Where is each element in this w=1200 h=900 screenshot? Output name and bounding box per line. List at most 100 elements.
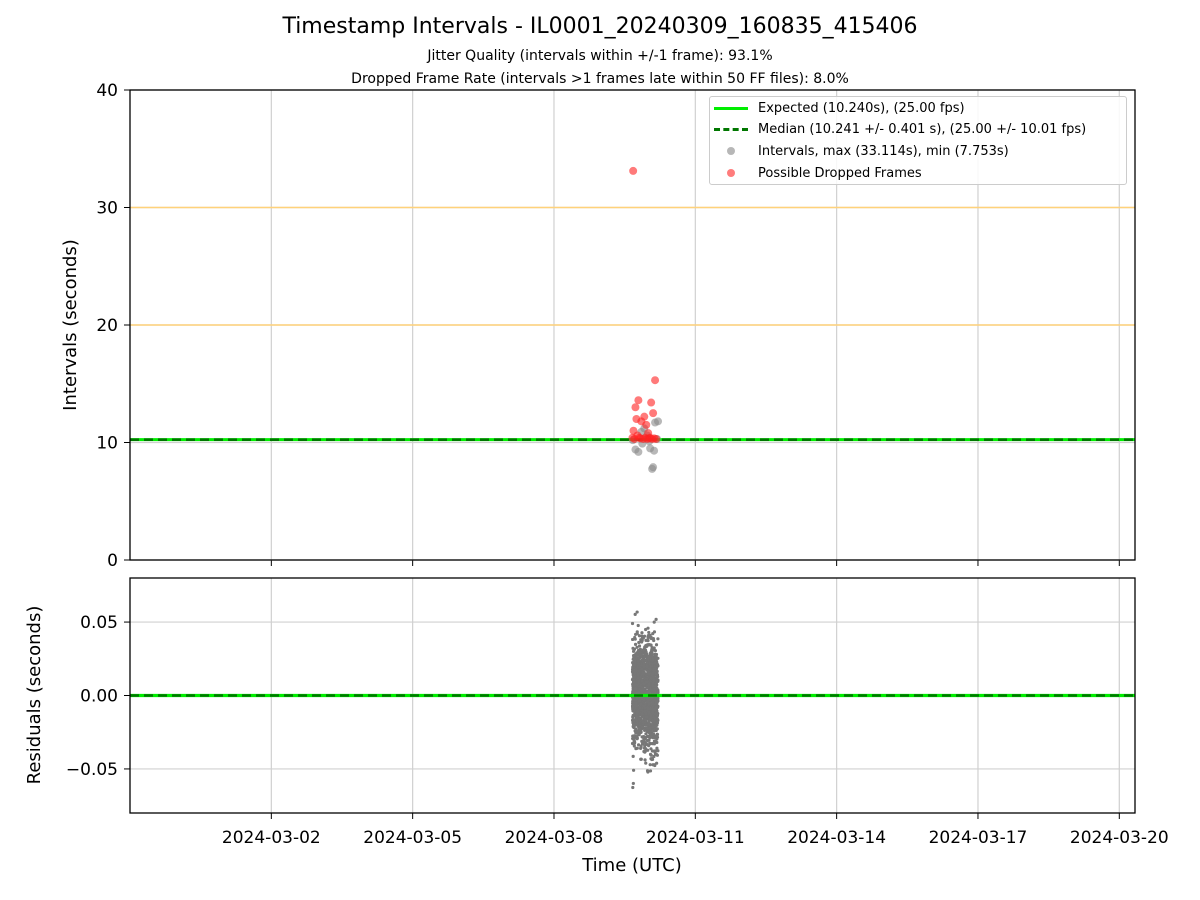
residual-point bbox=[631, 785, 635, 790]
intervals-y-axis-label: Intervals (seconds) bbox=[60, 239, 81, 411]
residual-point bbox=[631, 742, 635, 746]
residual-point bbox=[637, 690, 641, 694]
legend-label-expected: Expected (10.240s), (25.00 fps) bbox=[758, 100, 965, 116]
residual-point bbox=[652, 669, 656, 673]
residual-point bbox=[638, 653, 643, 657]
residual-point bbox=[631, 646, 635, 650]
residual-point bbox=[633, 637, 637, 641]
residual-point bbox=[646, 654, 651, 658]
residual-point bbox=[639, 744, 643, 748]
residual-point bbox=[636, 651, 640, 655]
residual-point bbox=[637, 656, 642, 660]
y-tick-label-bottom: −0.05 bbox=[66, 760, 118, 780]
intervals-axes-frame bbox=[129, 89, 1136, 561]
residual-point bbox=[634, 717, 638, 721]
legend-item-dropped: Possible Dropped Frames bbox=[710, 164, 922, 182]
residual-point bbox=[646, 636, 650, 640]
residual-point bbox=[636, 648, 641, 653]
legend-label-median: Median (10.241 +/- 0.401 s), (25.00 +/- … bbox=[758, 121, 1087, 137]
residual-point bbox=[645, 726, 649, 730]
residual-point bbox=[631, 724, 635, 729]
y-tick-label-top: 20 bbox=[96, 316, 118, 336]
residual-point bbox=[652, 742, 656, 746]
x-axis-label: Time (UTC) bbox=[581, 855, 682, 876]
dropped-frame-point bbox=[642, 420, 651, 429]
dropped-frame-point bbox=[631, 403, 640, 412]
residual-point bbox=[630, 621, 635, 626]
residual-point bbox=[652, 708, 657, 712]
residual-point bbox=[644, 691, 649, 695]
residual-point bbox=[649, 664, 653, 669]
residual-point bbox=[631, 768, 636, 772]
residual-point bbox=[643, 737, 647, 741]
residual-point bbox=[640, 667, 644, 671]
residual-point bbox=[636, 710, 640, 714]
residual-point bbox=[640, 638, 644, 643]
residuals-y-axis-label: Residuals (seconds) bbox=[24, 606, 45, 785]
residual-point bbox=[644, 723, 648, 727]
residual-point bbox=[636, 729, 640, 733]
x-tick-label: 2024-03-02 bbox=[222, 828, 321, 848]
y-tick-label-top: 30 bbox=[96, 199, 118, 219]
residual-point bbox=[639, 730, 643, 734]
residual-point bbox=[654, 643, 659, 647]
x-tick-label: 2024-03-14 bbox=[787, 828, 886, 848]
residual-point bbox=[648, 707, 652, 711]
y-tick-label-top: 0 bbox=[107, 551, 118, 571]
legend-label-dropped: Possible Dropped Frames bbox=[758, 165, 922, 181]
residual-point bbox=[652, 679, 656, 683]
residual-point bbox=[638, 699, 642, 703]
residual-point bbox=[632, 658, 636, 662]
legend-item-expected: Expected (10.240s), (25.00 fps) bbox=[710, 99, 965, 117]
residual-point bbox=[631, 781, 635, 786]
residual-point bbox=[655, 676, 659, 680]
residual-point bbox=[656, 656, 660, 660]
residual-point bbox=[642, 749, 646, 754]
residual-point bbox=[639, 716, 643, 720]
residual-point bbox=[634, 727, 638, 732]
residual-point bbox=[631, 653, 636, 658]
dropped-frame-point bbox=[649, 409, 658, 418]
residuals-panel: 2024-03-02 2024-03-05 2024-03-08 2024-03-11… bbox=[66, 577, 1169, 848]
residual-point bbox=[643, 758, 647, 762]
residual-point bbox=[642, 704, 646, 708]
interval-point bbox=[649, 463, 658, 472]
residual-point bbox=[651, 710, 655, 714]
residual-point bbox=[644, 627, 648, 632]
residual-point bbox=[650, 652, 654, 657]
legend-swatch-red-dot bbox=[714, 164, 750, 182]
residual-point bbox=[649, 713, 653, 717]
residual-point bbox=[639, 688, 643, 692]
residual-point bbox=[648, 741, 652, 745]
residual-point bbox=[633, 675, 637, 679]
legend-swatch-gray-dot bbox=[714, 142, 750, 160]
residual-point bbox=[647, 721, 651, 725]
residual-point bbox=[651, 763, 655, 767]
residual-point bbox=[632, 660, 637, 664]
residual-point bbox=[653, 689, 657, 693]
legend-swatch-solid bbox=[714, 99, 750, 117]
interval-point bbox=[650, 446, 659, 455]
residual-point bbox=[632, 734, 637, 738]
residual-point bbox=[633, 612, 637, 616]
x-tick-label: 2024-03-05 bbox=[363, 828, 462, 848]
residual-point bbox=[642, 663, 646, 667]
residual-point bbox=[651, 632, 655, 636]
residual-point bbox=[631, 637, 635, 642]
residual-point bbox=[653, 665, 657, 669]
residual-point bbox=[646, 634, 650, 638]
residual-point bbox=[632, 719, 636, 723]
residual-point bbox=[635, 746, 639, 750]
residual-point bbox=[640, 679, 644, 683]
residual-point bbox=[655, 669, 659, 673]
residual-point bbox=[649, 747, 653, 751]
residual-point bbox=[637, 640, 641, 645]
residual-points bbox=[630, 610, 660, 790]
residual-point bbox=[654, 727, 659, 731]
residual-point bbox=[631, 715, 635, 719]
residual-point bbox=[643, 706, 647, 710]
residual-point bbox=[652, 749, 657, 753]
residual-point bbox=[638, 727, 642, 731]
dropped-frame-point bbox=[651, 376, 660, 385]
